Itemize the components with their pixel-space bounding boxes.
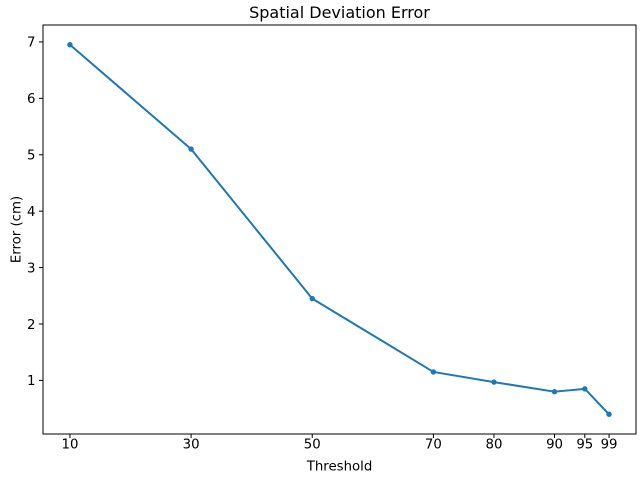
axes: 10 30 50 70 80 90 95 99 1 2 3 4 5 6 7 xyxy=(27,24,637,453)
x-tick-label: 10 xyxy=(61,438,78,453)
x-tick-label: 90 xyxy=(546,438,563,453)
y-tick-label: 3 xyxy=(27,261,35,276)
data-point xyxy=(430,369,437,375)
y-tick-label: 4 xyxy=(27,205,35,220)
x-tick-label: 30 xyxy=(183,438,200,453)
data-point xyxy=(551,388,558,395)
y-tick-label: 1 xyxy=(27,374,35,389)
y-tick-label: 6 xyxy=(27,92,35,107)
data-point xyxy=(309,295,315,302)
x-tick-label: 99 xyxy=(601,438,618,453)
data-point xyxy=(67,42,73,48)
plot-border xyxy=(42,24,637,435)
x-axis-label: Threshold xyxy=(306,460,373,475)
y-tick-label: 7 xyxy=(27,36,35,51)
data-line xyxy=(68,43,611,416)
chart-title: Spatial Deviation Error xyxy=(249,3,430,22)
y-tick-label: 5 xyxy=(27,149,35,164)
data-point xyxy=(606,411,612,417)
x-tick-label: 70 xyxy=(425,438,442,453)
data-point xyxy=(188,146,194,152)
data-point xyxy=(582,386,588,392)
data-point xyxy=(491,379,497,385)
y-axis-label: Error (cm) xyxy=(10,196,25,263)
y-tick-label: 2 xyxy=(27,318,35,333)
x-tick-label: 80 xyxy=(485,438,502,453)
x-tick-label: 95 xyxy=(576,438,593,453)
x-tick-label: 50 xyxy=(304,438,321,453)
